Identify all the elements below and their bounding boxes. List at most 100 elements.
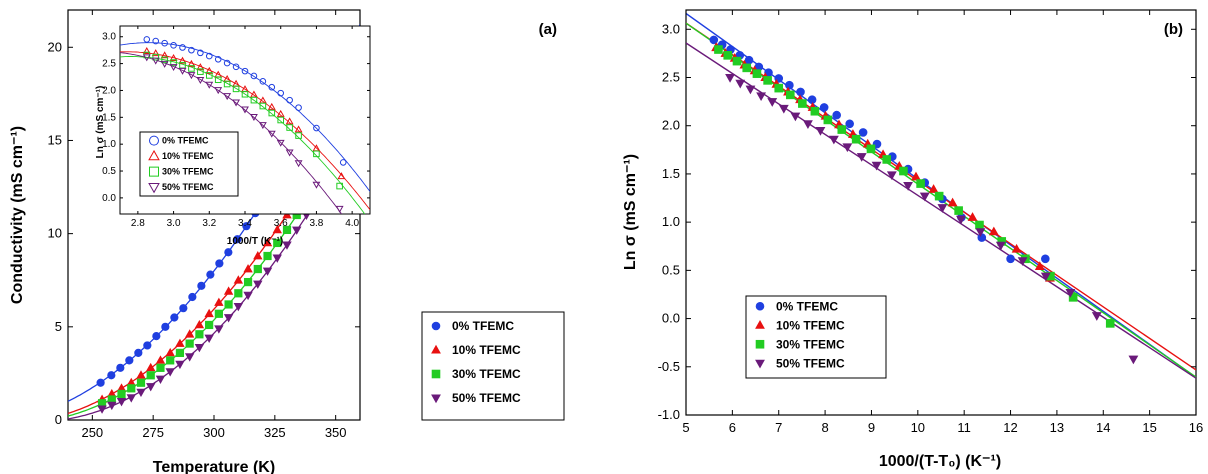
data-point [313,150,320,158]
y-tick-label: 2.5 [102,59,116,70]
x-tick-label: 350 [325,425,347,440]
data-point [714,45,723,54]
data-point [268,83,276,91]
data-point [335,205,344,213]
panel-b-chart: 5 6 7 8 9 10 11 12 13 14 15 16 -1.0 -0.5 0.0 0.5 1.0 1.5 2… [622,9,1203,470]
legend-marker [431,344,441,354]
y-tick-label: 0 [55,412,62,427]
x-tick-label: 5 [682,420,689,435]
data-point [732,56,742,66]
data-point [179,304,188,313]
data-point [134,348,143,358]
data-point [1068,293,1078,302]
y-tick-label: 3.0 [662,21,680,36]
data-point [197,281,206,290]
data-point [258,122,267,130]
y-tick-label: 0.5 [662,262,680,277]
legend-label: 10% TFEMC [776,318,845,332]
data-point [785,80,794,90]
legend-label: 50% TFEMC [452,391,521,405]
data-point [1040,272,1051,282]
x-tick-label: 4.0 [345,218,359,229]
data-point [273,238,282,248]
data-point [214,56,222,63]
x-tick-label: 8 [821,420,828,435]
data-point [294,125,303,133]
x-tick-label: 3.6 [274,218,288,229]
data-point [285,117,294,125]
data-point [165,347,175,357]
data-point [253,264,262,274]
legend-marker [755,359,765,369]
x-tick-label: 10 [911,420,925,435]
data-point [1105,319,1115,328]
data-point [143,36,151,43]
x-tick-label: 9 [868,420,875,435]
data-point [197,68,204,75]
legend-label: 30% TFEMC [162,167,214,177]
data-point [205,52,213,60]
x-tick-label: 12 [1003,420,1017,435]
data-point [845,119,854,129]
data-point [786,90,795,100]
legend-label: 0% TFEMC [452,319,514,333]
data-point [995,241,1006,251]
legend-box [421,311,565,421]
data-point [187,59,196,67]
data-point [205,320,214,330]
data-point [866,144,876,154]
data-point [250,96,258,104]
data-point [214,309,223,318]
x-tick-label: 6 [729,420,736,435]
data-point [175,360,185,370]
data-point [204,334,214,343]
data-point [988,226,999,236]
x-tick-label: 11 [957,420,971,435]
data-point [767,98,778,107]
data-point [735,79,746,89]
data-point [232,99,241,107]
data-point [206,270,215,279]
x-tick-label: 3.8 [309,218,323,229]
data-point [156,363,165,372]
y-tick-label: 2.0 [102,85,116,96]
legend-label: 0% TFEMC [162,136,209,146]
data-point [337,172,346,180]
x-tick-label: 325 [264,425,286,440]
x-tick-label: 7 [775,420,782,435]
data-point [744,55,754,65]
data-point [828,135,839,145]
data-point [842,143,853,153]
data-point [241,67,249,75]
data-point [127,384,136,393]
y-tick-label: -1.0 [658,407,680,422]
data-point [146,383,156,392]
y-tick-label: 10 [48,226,62,241]
legend-label: 50% TFEMC [162,182,214,192]
data-point [285,149,294,157]
data-point [259,102,267,110]
data-point [151,57,160,65]
data-point [155,375,166,384]
data-point [126,394,136,403]
data-point [336,182,343,190]
data-point [166,356,175,365]
data-point [146,362,156,372]
inset-x-axis-label: 1000/T (K⁻¹) [227,236,283,247]
fit-curve [120,51,370,210]
data-point [204,308,214,318]
data-point [919,192,930,202]
data-point [276,139,285,147]
data-point [152,53,160,61]
data-point [155,355,166,364]
data-point [224,248,233,257]
y-tick-label: 5 [55,319,62,334]
data-point [947,197,958,207]
data-point [886,171,897,181]
x-tick-label: 2.8 [131,218,145,229]
data-point [742,63,752,73]
data-point [752,69,762,78]
data-point [169,64,178,72]
data-point [928,184,939,193]
data-point [1041,254,1050,264]
